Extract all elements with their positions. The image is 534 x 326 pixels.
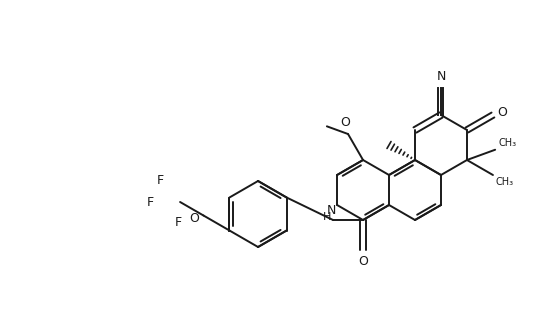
Text: O: O	[497, 107, 507, 120]
Text: CH₃: CH₃	[498, 138, 516, 148]
Text: O: O	[340, 116, 350, 129]
Text: CH₃: CH₃	[496, 177, 514, 187]
Text: H: H	[323, 212, 331, 222]
Text: N: N	[436, 70, 446, 83]
Text: F: F	[156, 174, 163, 187]
Text: O: O	[358, 255, 368, 268]
Text: F: F	[147, 196, 154, 209]
Text: N: N	[327, 204, 336, 217]
Text: F: F	[175, 216, 182, 229]
Text: O: O	[190, 212, 200, 225]
